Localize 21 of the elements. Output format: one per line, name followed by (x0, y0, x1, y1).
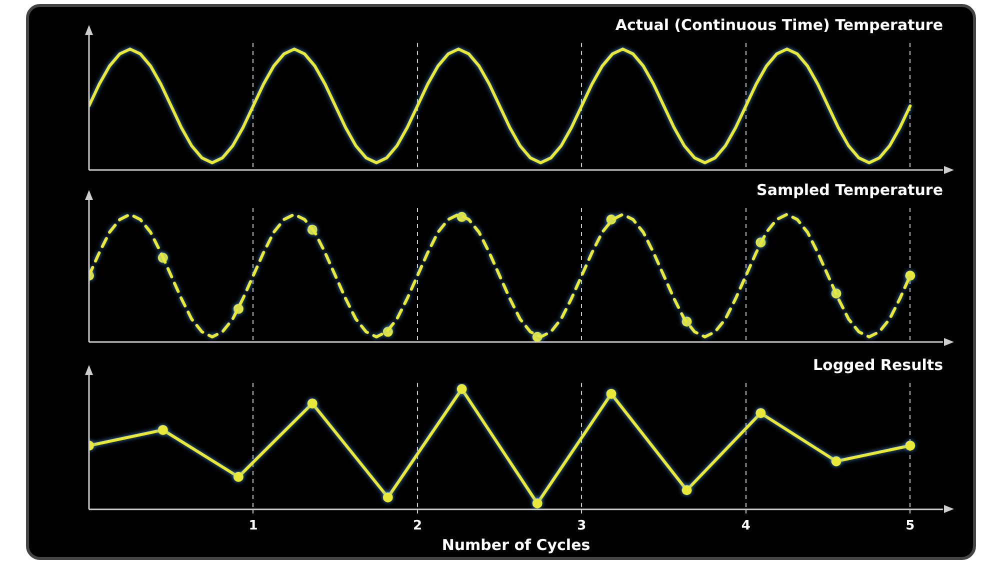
point (905, 270, 916, 281)
x-axis-title: Number of Cycles (442, 536, 590, 554)
point (606, 388, 616, 399)
chart-title: Logged Results (812, 356, 944, 374)
x-tick-label: 5 (906, 518, 915, 534)
x-tick-label: 2 (412, 518, 422, 534)
point (158, 424, 168, 435)
point (756, 408, 766, 418)
point (382, 492, 393, 502)
point (456, 384, 467, 394)
chart-title: Sampled Temperature (756, 180, 943, 199)
point (233, 472, 244, 482)
point (307, 398, 318, 408)
x-tick-label: 3 (577, 518, 586, 534)
point (831, 456, 842, 466)
chart-title: Actual (Continuous Time) Temperature (615, 16, 943, 34)
point (682, 485, 692, 496)
x-tick-label: 1 (248, 518, 258, 534)
x-tick-label: 4 (741, 518, 750, 534)
point (905, 440, 916, 451)
point (532, 498, 542, 508)
